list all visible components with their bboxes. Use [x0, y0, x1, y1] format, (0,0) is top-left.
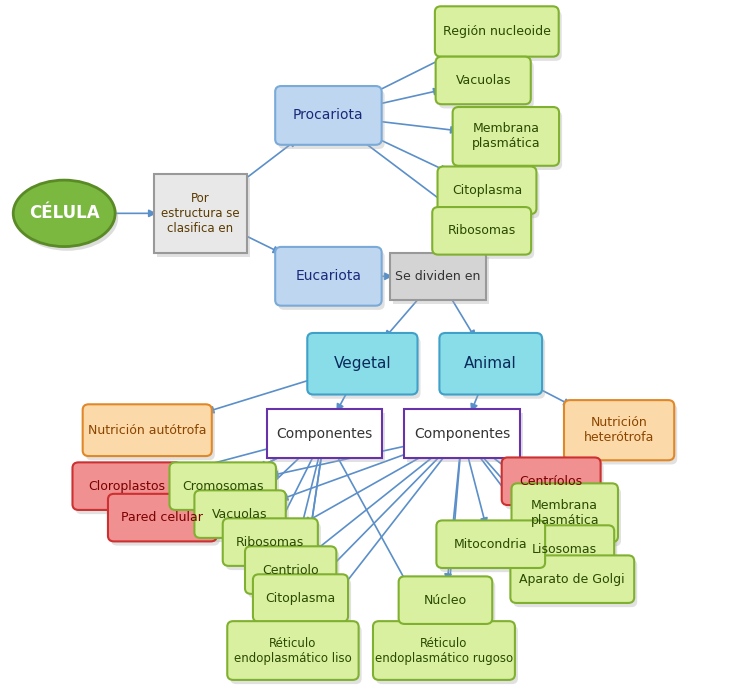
Text: Se dividen en: Se dividen en — [395, 270, 481, 282]
Text: Lisosomas: Lisosomas — [532, 543, 597, 555]
FancyBboxPatch shape — [157, 178, 249, 257]
FancyBboxPatch shape — [501, 457, 601, 505]
FancyBboxPatch shape — [435, 212, 535, 259]
Text: Componentes: Componentes — [276, 426, 373, 441]
FancyBboxPatch shape — [267, 409, 382, 458]
FancyBboxPatch shape — [436, 56, 531, 104]
Text: Cromosomas: Cromosomas — [182, 480, 263, 493]
Text: CÉLULA: CÉLULA — [29, 205, 100, 223]
FancyBboxPatch shape — [198, 495, 288, 542]
Ellipse shape — [14, 180, 116, 247]
FancyBboxPatch shape — [441, 171, 539, 218]
FancyBboxPatch shape — [376, 626, 518, 684]
Text: Región nucleoide: Región nucleoide — [443, 25, 550, 38]
Text: Animal: Animal — [464, 356, 517, 371]
FancyBboxPatch shape — [456, 111, 562, 170]
Text: Por
estructura se
clasifica en: Por estructura se clasifica en — [161, 192, 239, 235]
FancyBboxPatch shape — [513, 559, 637, 607]
Text: Ribosomas: Ribosomas — [448, 225, 516, 237]
FancyBboxPatch shape — [83, 404, 211, 456]
Text: Aparato de Golgi: Aparato de Golgi — [519, 573, 625, 586]
FancyBboxPatch shape — [373, 621, 515, 680]
FancyBboxPatch shape — [86, 409, 214, 460]
FancyBboxPatch shape — [76, 466, 184, 514]
FancyBboxPatch shape — [439, 524, 548, 572]
FancyBboxPatch shape — [435, 6, 559, 56]
FancyBboxPatch shape — [453, 107, 559, 166]
Text: Citoplasma: Citoplasma — [451, 184, 522, 197]
FancyBboxPatch shape — [402, 581, 495, 628]
FancyBboxPatch shape — [390, 252, 486, 300]
FancyBboxPatch shape — [439, 333, 542, 395]
FancyBboxPatch shape — [108, 494, 217, 542]
Text: Vegetal: Vegetal — [334, 356, 391, 371]
FancyBboxPatch shape — [510, 555, 634, 603]
FancyBboxPatch shape — [72, 462, 181, 510]
FancyBboxPatch shape — [438, 10, 562, 61]
FancyBboxPatch shape — [439, 61, 534, 108]
FancyBboxPatch shape — [310, 337, 421, 399]
Text: Mitocondria: Mitocondria — [454, 537, 528, 551]
Text: Procariota: Procariota — [293, 108, 364, 123]
FancyBboxPatch shape — [515, 525, 615, 573]
FancyBboxPatch shape — [504, 462, 603, 509]
Text: Pared celular: Pared celular — [122, 511, 203, 524]
FancyBboxPatch shape — [226, 522, 321, 570]
FancyBboxPatch shape — [405, 409, 519, 458]
FancyBboxPatch shape — [436, 520, 545, 568]
Text: Citoplasma: Citoplasma — [265, 592, 336, 604]
FancyBboxPatch shape — [248, 551, 340, 598]
Text: Réticulo
endoplasmático rugoso: Réticulo endoplasmático rugoso — [375, 637, 513, 664]
FancyBboxPatch shape — [278, 90, 385, 149]
FancyBboxPatch shape — [253, 575, 348, 622]
Text: Ribosomas: Ribosomas — [236, 535, 304, 548]
FancyBboxPatch shape — [245, 546, 337, 594]
FancyBboxPatch shape — [393, 257, 489, 305]
Text: Vacuolas: Vacuolas — [212, 508, 268, 521]
Ellipse shape — [17, 185, 119, 251]
FancyBboxPatch shape — [195, 491, 285, 538]
FancyBboxPatch shape — [307, 333, 418, 395]
FancyBboxPatch shape — [275, 247, 382, 306]
Text: Membrana
plasmática: Membrana plasmática — [472, 123, 540, 150]
Text: Centríolos: Centríolos — [519, 475, 583, 488]
Text: Nutrición autótrofa: Nutrición autótrofa — [88, 424, 206, 437]
FancyBboxPatch shape — [278, 251, 385, 310]
FancyBboxPatch shape — [256, 579, 351, 626]
FancyBboxPatch shape — [275, 86, 382, 145]
FancyBboxPatch shape — [438, 167, 536, 214]
FancyBboxPatch shape — [564, 400, 674, 460]
FancyBboxPatch shape — [172, 466, 279, 514]
FancyBboxPatch shape — [567, 404, 677, 464]
FancyBboxPatch shape — [111, 498, 220, 546]
Text: Componentes: Componentes — [414, 426, 510, 441]
FancyBboxPatch shape — [223, 518, 318, 566]
Text: Cloroplastos: Cloroplastos — [88, 480, 165, 493]
FancyBboxPatch shape — [270, 413, 385, 462]
FancyBboxPatch shape — [432, 207, 532, 255]
FancyBboxPatch shape — [408, 413, 522, 462]
Text: Vacuolas: Vacuolas — [455, 74, 511, 87]
FancyBboxPatch shape — [399, 577, 492, 624]
FancyBboxPatch shape — [227, 621, 359, 680]
FancyBboxPatch shape — [169, 462, 276, 510]
Text: Núcleo: Núcleo — [424, 594, 467, 606]
FancyBboxPatch shape — [442, 337, 545, 399]
FancyBboxPatch shape — [154, 174, 246, 253]
Text: Centriolo: Centriolo — [263, 564, 319, 577]
Text: Réticulo
endoplasmático liso: Réticulo endoplasmático liso — [234, 637, 352, 664]
FancyBboxPatch shape — [512, 484, 618, 542]
Text: Membrana
plasmática: Membrana plasmática — [531, 499, 599, 526]
Text: Eucariota: Eucariota — [295, 269, 362, 283]
FancyBboxPatch shape — [230, 626, 362, 684]
Text: Nutrición
heterótrofa: Nutrición heterótrofa — [584, 416, 655, 444]
FancyBboxPatch shape — [515, 488, 621, 546]
FancyBboxPatch shape — [518, 530, 618, 577]
